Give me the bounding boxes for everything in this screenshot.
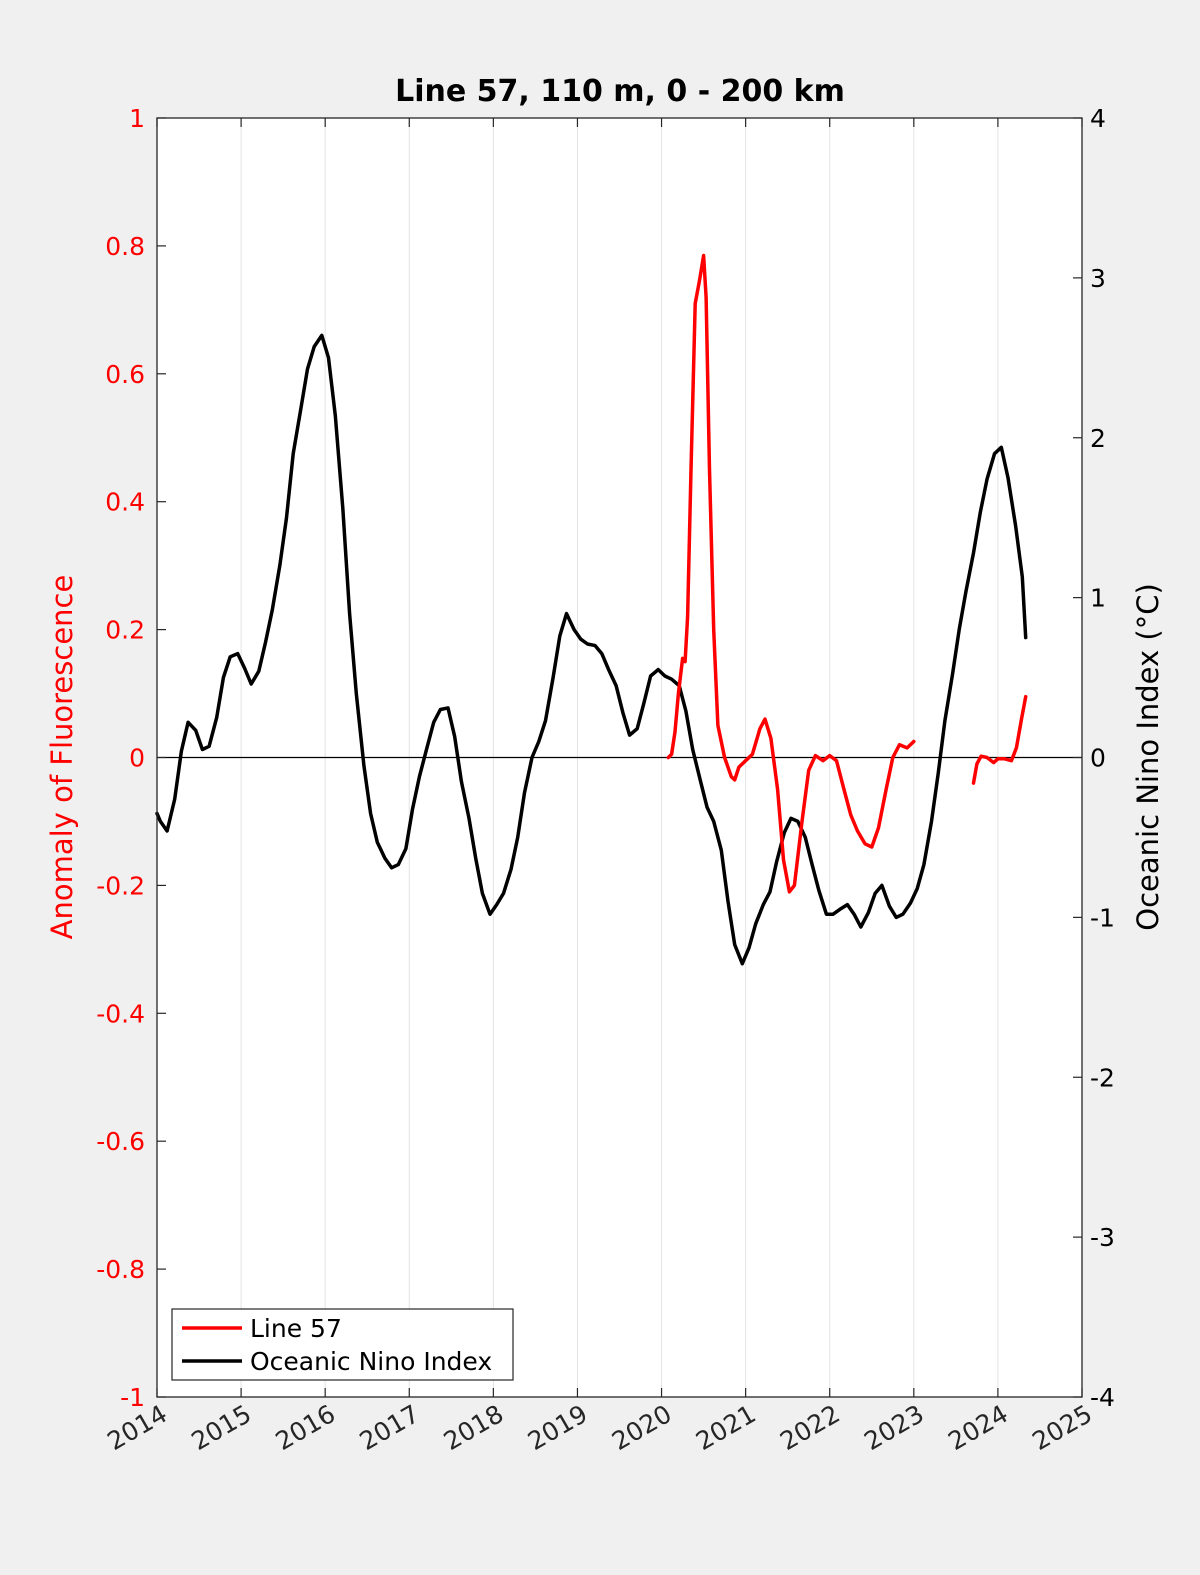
y-right-tick-label: 4 bbox=[1090, 104, 1106, 133]
y-right-tick-label: -4 bbox=[1090, 1383, 1115, 1412]
y-left-tick-label: 0.8 bbox=[105, 232, 145, 261]
y-left-tick-label: 0.6 bbox=[105, 360, 145, 389]
y-right-tick-label: 3 bbox=[1090, 264, 1106, 293]
y-left-tick-label: 0.4 bbox=[105, 488, 145, 517]
y-right-tick-label: 1 bbox=[1090, 584, 1106, 613]
y-right-tick-label: -3 bbox=[1090, 1223, 1115, 1252]
y-axis-left-label: Anomaly of Fluorescence bbox=[45, 575, 79, 940]
y-left-tick-label: -0.6 bbox=[96, 1127, 145, 1156]
y-left-tick-label: 0.2 bbox=[105, 616, 145, 645]
y-left-tick-label: -0.2 bbox=[96, 871, 145, 900]
legend-label-oceanic-nino-index: Oceanic Nino Index bbox=[250, 1347, 492, 1376]
y-right-tick-label: -2 bbox=[1090, 1063, 1115, 1092]
y-right-tick-label: 2 bbox=[1090, 424, 1106, 453]
y-left-tick-label: 0 bbox=[129, 744, 145, 773]
y-right-tick-label: 0 bbox=[1090, 744, 1106, 773]
y-left-tick-label: -0.4 bbox=[96, 999, 145, 1028]
series-line-oceanic-nino-index-segment-0 bbox=[155, 333, 1028, 966]
y-left-tick-label: -1 bbox=[120, 1383, 145, 1412]
chart-title: Line 57, 110 m, 0 - 200 km bbox=[395, 74, 845, 109]
y-right-tick-label: -1 bbox=[1090, 903, 1115, 932]
legend-label-line-57: Line 57 bbox=[250, 1314, 342, 1343]
series-layer bbox=[155, 253, 1028, 966]
legend: Line 57 Oceanic Nino Index bbox=[171, 1308, 514, 1381]
y-axis-right: -4 -3 -2 -1 0 1 2 3 4 bbox=[1073, 104, 1115, 1412]
series-line-line-57-segment-0 bbox=[666, 253, 916, 894]
y-axis-left: -1 -0.8 -0.6 -0.4 -0.2 0 0.2 0.4 0.6 0.8 1 bbox=[96, 104, 166, 1412]
legend-box bbox=[171, 1308, 514, 1381]
y-axis-right-label: Oceanic Nino Index (°C) bbox=[1131, 583, 1165, 931]
series-line-line-57-segment-1 bbox=[971, 694, 1028, 785]
y-left-tick-label: -0.8 bbox=[96, 1255, 145, 1284]
y-left-tick-label: 1 bbox=[129, 104, 145, 133]
